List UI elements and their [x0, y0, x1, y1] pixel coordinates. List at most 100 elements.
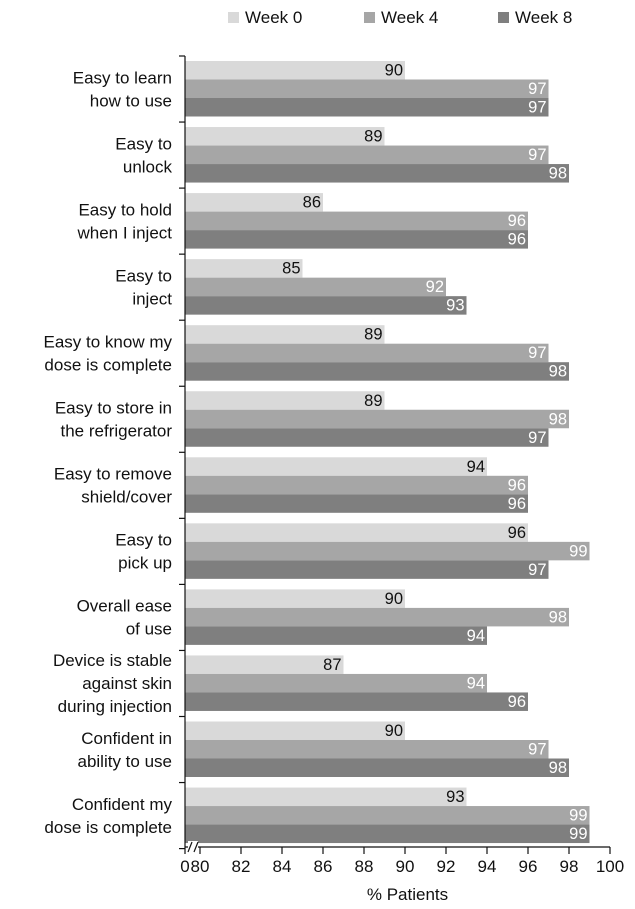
- bar: [185, 428, 549, 447]
- data-label: 93: [446, 297, 464, 315]
- data-label: 90: [385, 722, 403, 740]
- bar: [185, 824, 590, 844]
- category-labels: Easy to learn how to use Easy to unlock Easy…: [44, 68, 173, 837]
- bar: [185, 457, 487, 476]
- x-axis-title: % Patients: [367, 885, 448, 904]
- bar: [185, 626, 487, 645]
- category-label: Confident my dose is complete: [44, 795, 172, 837]
- x-tick-label: 96: [519, 857, 538, 876]
- data-label: 96: [508, 524, 526, 542]
- bar: [185, 61, 405, 80]
- bar: [185, 98, 549, 117]
- bar: [185, 475, 528, 495]
- bar: [185, 494, 528, 513]
- data-label: 97: [528, 80, 546, 98]
- data-label: 97: [528, 146, 546, 164]
- x-tick-label: 80: [191, 857, 210, 876]
- bar: [185, 692, 528, 711]
- category-label: Easy to pick up: [115, 531, 172, 573]
- bar: [185, 259, 303, 278]
- category-label: Easy to learn how to use: [73, 68, 172, 110]
- bar: [185, 655, 344, 674]
- bar: [185, 740, 549, 759]
- legend-item: Week 0: [228, 8, 302, 27]
- data-label: 93: [446, 788, 464, 806]
- x-tick-label: 0: [180, 857, 189, 876]
- legend-swatch: [498, 12, 509, 23]
- bar: [185, 391, 385, 410]
- bar: [185, 211, 528, 231]
- x-tick-label: 92: [437, 857, 456, 876]
- data-label: 85: [282, 260, 300, 278]
- data-label: 94: [467, 458, 485, 476]
- data-label: 96: [508, 212, 526, 230]
- bar: [185, 589, 405, 608]
- data-label: 94: [467, 674, 485, 692]
- bar: [185, 409, 569, 429]
- bar: [185, 607, 569, 627]
- data-label: 94: [467, 627, 485, 645]
- x-tick-label: 94: [478, 857, 497, 876]
- legend-label: Week 0: [245, 8, 302, 27]
- data-label: 90: [385, 62, 403, 80]
- bar-group: 87 94 96: [185, 655, 528, 711]
- category-label: Easy to hold when I inject: [77, 200, 173, 242]
- data-label: 96: [508, 476, 526, 494]
- bar: [185, 758, 569, 777]
- data-label: 90: [385, 590, 403, 608]
- bar: [185, 721, 405, 740]
- data-label: 99: [569, 807, 587, 825]
- bar-group: 90 98 94: [185, 589, 569, 645]
- legend-item: Week 4: [364, 8, 438, 27]
- axes: 0 80 82 84 86 88 90 92 94 96 98 100: [179, 55, 624, 876]
- legend: Week 0 Week 4 Week 8: [228, 8, 572, 27]
- data-label: 97: [528, 344, 546, 362]
- bar-group: 96 99 97: [185, 523, 590, 579]
- bar: [185, 296, 467, 315]
- data-label: 89: [364, 326, 382, 344]
- data-label: 98: [549, 165, 567, 183]
- bar: [185, 79, 549, 98]
- x-tick-label: 86: [314, 857, 333, 876]
- data-label: 89: [364, 128, 382, 146]
- bar: [185, 164, 569, 183]
- data-label: 98: [549, 363, 567, 381]
- x-tick-label: 82: [232, 857, 251, 876]
- data-label: 98: [549, 759, 567, 777]
- x-tick-label: 98: [560, 857, 579, 876]
- data-label: 89: [364, 392, 382, 410]
- category-label: Easy to know my dose is complete: [44, 332, 173, 374]
- bar: [185, 343, 549, 363]
- bar: [185, 787, 467, 807]
- bar: [185, 325, 385, 344]
- category-label: Easy to unlock: [115, 134, 172, 176]
- data-label: 97: [528, 741, 546, 759]
- bar: [185, 145, 549, 165]
- x-tick-label: 90: [396, 857, 415, 876]
- x-tick-label: 100: [596, 857, 624, 876]
- bar: [185, 277, 446, 297]
- legend-swatch: [228, 12, 239, 23]
- data-label: 92: [426, 278, 444, 296]
- category-label: Easy to store in the refrigerator: [55, 399, 173, 441]
- legend-item: Week 8: [498, 8, 572, 27]
- legend-label: Week 4: [381, 8, 438, 27]
- bar: [185, 230, 528, 249]
- category-label: Overall ease of use: [77, 597, 172, 639]
- data-label: 97: [528, 561, 546, 579]
- bar: [185, 127, 385, 146]
- x-tick-label: 88: [355, 857, 374, 876]
- bar: [185, 193, 323, 212]
- bar: [185, 673, 487, 693]
- x-tick-label: 84: [273, 857, 292, 876]
- bar: [185, 806, 590, 825]
- category-label: Confident in ability to use: [78, 729, 173, 771]
- data-label: 96: [508, 495, 526, 513]
